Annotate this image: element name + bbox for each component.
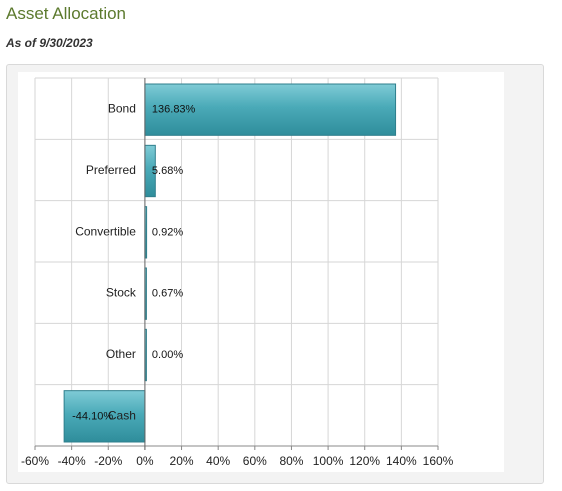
page-title: Asset Allocation bbox=[6, 4, 127, 23]
x-tick-label: -20% bbox=[94, 454, 122, 468]
bar-cash bbox=[63, 390, 146, 443]
x-tick-label: -60% bbox=[21, 454, 49, 468]
data-label: 0.92% bbox=[152, 226, 183, 238]
data-label: 0.00% bbox=[152, 349, 183, 361]
x-tick-label: 140% bbox=[386, 454, 417, 468]
x-tick-label: 80% bbox=[279, 454, 303, 468]
x-tick-label: -40% bbox=[58, 454, 86, 468]
bar-bond bbox=[144, 83, 397, 136]
category-label: Convertible bbox=[75, 224, 136, 238]
data-label: 5.68% bbox=[152, 165, 183, 177]
category-label: Preferred bbox=[86, 163, 136, 177]
x-tick-label: 160% bbox=[423, 454, 454, 468]
category-label: Stock bbox=[106, 286, 137, 300]
as-of-date: As of 9/30/2023 bbox=[6, 36, 93, 50]
category-label: Bond bbox=[108, 102, 136, 116]
x-tick-label: 40% bbox=[206, 454, 230, 468]
data-label: -44.10% bbox=[72, 410, 113, 422]
x-tick-label: 60% bbox=[243, 454, 267, 468]
x-tick-label: 100% bbox=[313, 454, 344, 468]
category-label: Other bbox=[106, 347, 136, 361]
data-label: 0.67% bbox=[152, 288, 183, 300]
x-tick-label: 0% bbox=[136, 454, 154, 468]
x-tick-label: 120% bbox=[349, 454, 380, 468]
x-tick-label: 20% bbox=[170, 454, 194, 468]
category-label: Cash bbox=[108, 408, 136, 422]
data-label: 136.83% bbox=[152, 104, 196, 116]
